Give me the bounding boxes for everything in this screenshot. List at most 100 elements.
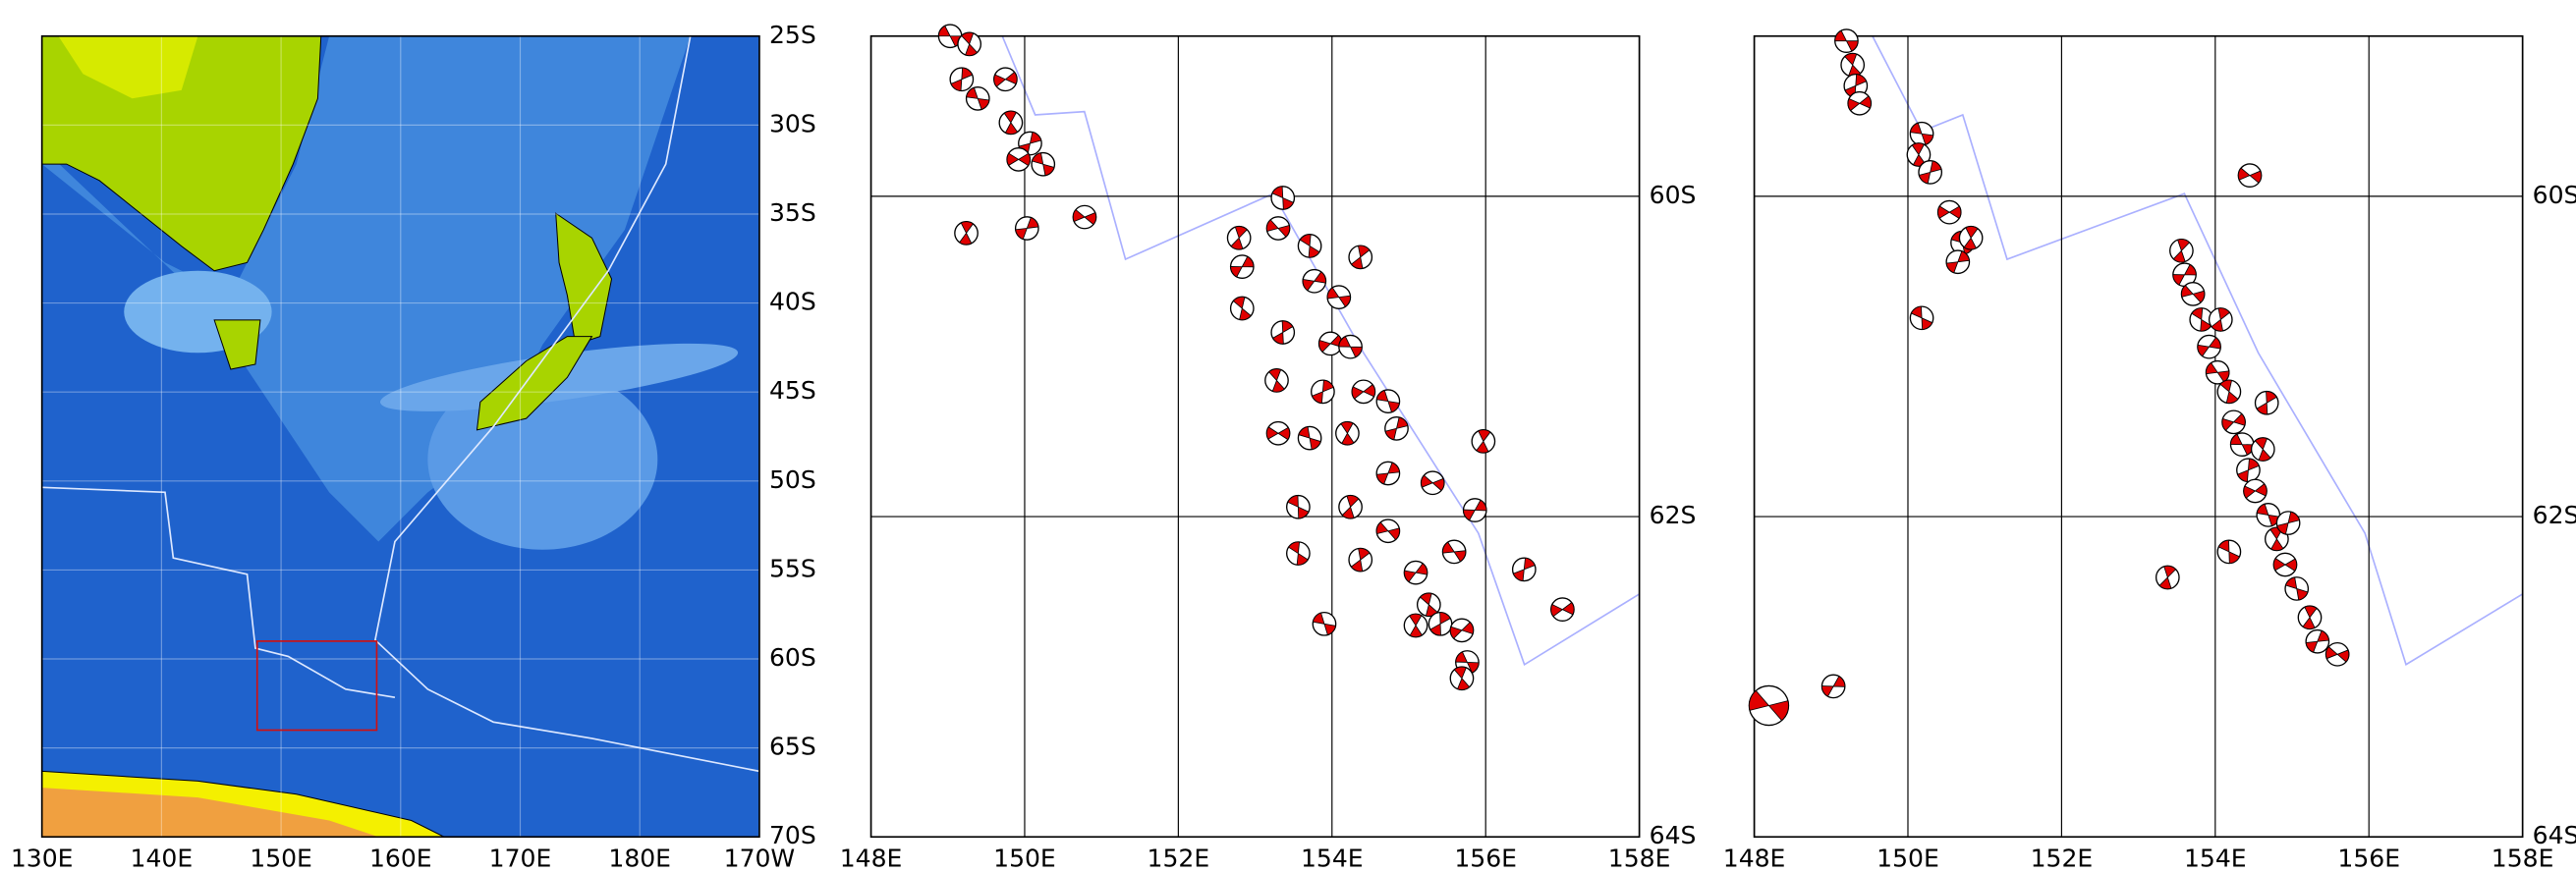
focal-mechanism — [1032, 153, 1054, 176]
focal-mechanism — [1472, 430, 1494, 453]
focal-mechanism — [1464, 499, 1486, 521]
x-tick-label: 140E — [131, 845, 194, 873]
y-tick-label: 45S — [769, 376, 816, 405]
focal-mechanism — [1841, 53, 1864, 76]
y-tick-label: 65S — [769, 733, 816, 761]
focal-mechanism — [999, 111, 1022, 134]
frame — [1755, 36, 2523, 837]
focal-mechanism — [1513, 558, 1536, 580]
focal-mechanism — [1319, 332, 1342, 355]
focal-mechanism — [1349, 246, 1372, 268]
focal-mechanism — [1442, 540, 1465, 563]
focal-mechanism — [1428, 613, 1451, 635]
focal-mechanism — [2217, 380, 2240, 403]
y-tick-label: 30S — [769, 109, 816, 137]
focal-mechanism — [1298, 426, 1320, 449]
focal-mechanism — [1327, 286, 1350, 308]
focal-mechanism — [1919, 161, 1941, 184]
focal-mechanism — [1271, 321, 1294, 344]
x-tick-label: 148E — [840, 845, 903, 873]
x-tick-label: 170E — [489, 845, 552, 873]
focal-mechanism — [967, 87, 989, 110]
focal-mechanism — [1073, 205, 1095, 228]
focal-mechanism — [1287, 542, 1310, 565]
focal-mechanism — [1404, 561, 1427, 583]
y-tick-label: 70S — [769, 821, 816, 849]
focal-mechanism — [994, 68, 1017, 90]
focal-mechanism — [2276, 512, 2299, 534]
focal-mechanism — [1339, 496, 1362, 518]
focal-mechanism — [1376, 390, 1399, 412]
focal-mechanism — [1946, 250, 1969, 273]
focal-mechanism — [1910, 306, 1932, 329]
focal-mechanism — [2298, 606, 2321, 628]
focal-mechanism — [1551, 598, 1574, 621]
x-tick-label: 152E — [1148, 845, 1210, 873]
y-tick-label: 40S — [769, 288, 816, 316]
focal-mechanism — [2210, 308, 2232, 331]
focal-mechanism — [1349, 548, 1372, 571]
focal-mechanism — [1312, 380, 1334, 403]
focal-mechanism — [1266, 217, 1289, 240]
focal-mechanism — [1227, 227, 1250, 249]
focal-mechanism — [1231, 255, 1254, 278]
focal-mechanism — [2230, 433, 2253, 456]
x-tick-label: 130E — [11, 845, 74, 873]
focal-mechanism — [1835, 29, 1858, 52]
focal-mechanism — [1313, 613, 1335, 635]
focal-mechanism — [1821, 675, 1844, 697]
y-tick-label: 50S — [769, 465, 816, 494]
focal-mechanism — [2285, 577, 2308, 600]
focal-mechanism — [2181, 283, 2204, 305]
focal-mechanism — [2325, 643, 2348, 666]
focal-mechanism — [2222, 410, 2245, 433]
figure: 130E140E150E160E170E180E170W25S30S35S40S… — [0, 0, 2576, 873]
focal-mechanism — [1422, 471, 1444, 494]
focal-mechanism — [1298, 235, 1320, 257]
focal-mechanism — [2273, 553, 2296, 575]
focal-mechanism — [1287, 496, 1310, 518]
focal-mechanism — [1303, 270, 1325, 293]
y-tick-label: 35S — [769, 198, 816, 227]
x-tick-label: 154E — [1301, 845, 1364, 873]
focal-mechanism — [2252, 438, 2274, 461]
x-tick-label: 150E — [993, 845, 1056, 873]
x-tick-label: 148E — [1723, 845, 1786, 873]
focal-mechanism — [1352, 380, 1374, 403]
y-tick-label: 60S — [1650, 181, 1697, 209]
focal-mechanism — [2306, 630, 2328, 653]
focal-mechanism — [1959, 227, 1982, 249]
focal-mechanism — [1265, 369, 1288, 392]
focal-mechanism — [1376, 519, 1399, 542]
focal-mechanism — [1231, 297, 1254, 319]
focal-mechanism — [1385, 417, 1408, 440]
y-tick-label: 55S — [769, 554, 816, 582]
x-tick-label: 152E — [2031, 845, 2094, 873]
y-tick-label: 62S — [2533, 501, 2576, 529]
focal-mechanism — [1266, 422, 1289, 445]
focal-mechanism — [1450, 619, 1473, 641]
focal-mechanism — [1007, 148, 1030, 171]
focal-mechanism — [1450, 667, 1473, 689]
x-tick-label: 180E — [608, 845, 671, 873]
focal-mechanism — [2237, 459, 2260, 481]
x-tick-label: 154E — [2184, 845, 2247, 873]
y-tick-label: 60S — [2533, 181, 2576, 209]
focal-mechanism — [2198, 335, 2220, 357]
focal-mechanism — [2244, 479, 2267, 502]
y-tick-label: 64S — [2533, 821, 2576, 849]
y-tick-label: 62S — [1650, 501, 1697, 529]
frame — [871, 36, 1640, 837]
focal-mechanism — [1336, 422, 1359, 445]
focal-mechanism — [2217, 540, 2240, 563]
focal-mechanism — [1016, 217, 1038, 240]
x-tick-label: 150E — [1876, 845, 1939, 873]
y-tick-label: 25S — [769, 21, 816, 49]
x-tick-label: 150E — [250, 845, 312, 873]
focal-mechanism — [1848, 92, 1871, 115]
focal-mechanism — [1376, 462, 1399, 484]
focal-mechanism — [1404, 614, 1427, 636]
x-tick-label: 160E — [369, 845, 432, 873]
focal-mechanism — [950, 68, 973, 90]
focal-mechanism — [1938, 200, 1961, 223]
